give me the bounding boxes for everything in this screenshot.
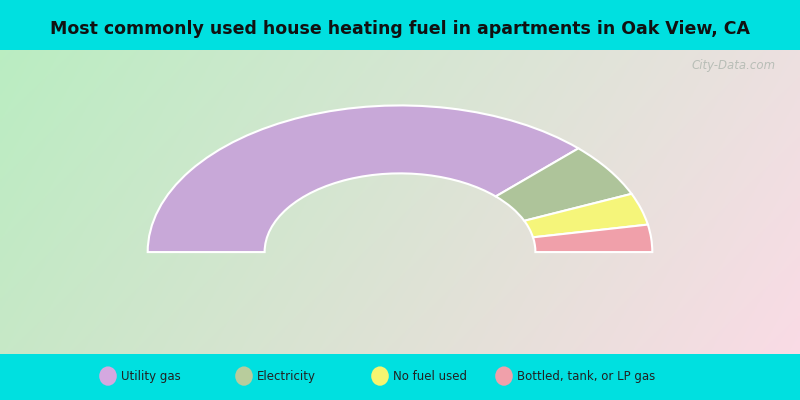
Text: No fuel used: No fuel used: [393, 370, 467, 382]
Wedge shape: [533, 224, 652, 252]
Text: Electricity: Electricity: [257, 370, 316, 382]
Wedge shape: [148, 106, 578, 252]
Text: City-Data.com: City-Data.com: [692, 59, 776, 72]
Wedge shape: [524, 194, 648, 237]
Ellipse shape: [371, 366, 389, 386]
Text: Bottled, tank, or LP gas: Bottled, tank, or LP gas: [517, 370, 655, 382]
Ellipse shape: [495, 366, 513, 386]
Ellipse shape: [235, 366, 253, 386]
Wedge shape: [496, 148, 631, 221]
Text: Most commonly used house heating fuel in apartments in Oak View, CA: Most commonly used house heating fuel in…: [50, 20, 750, 38]
Text: Utility gas: Utility gas: [121, 370, 181, 382]
Ellipse shape: [99, 366, 117, 386]
